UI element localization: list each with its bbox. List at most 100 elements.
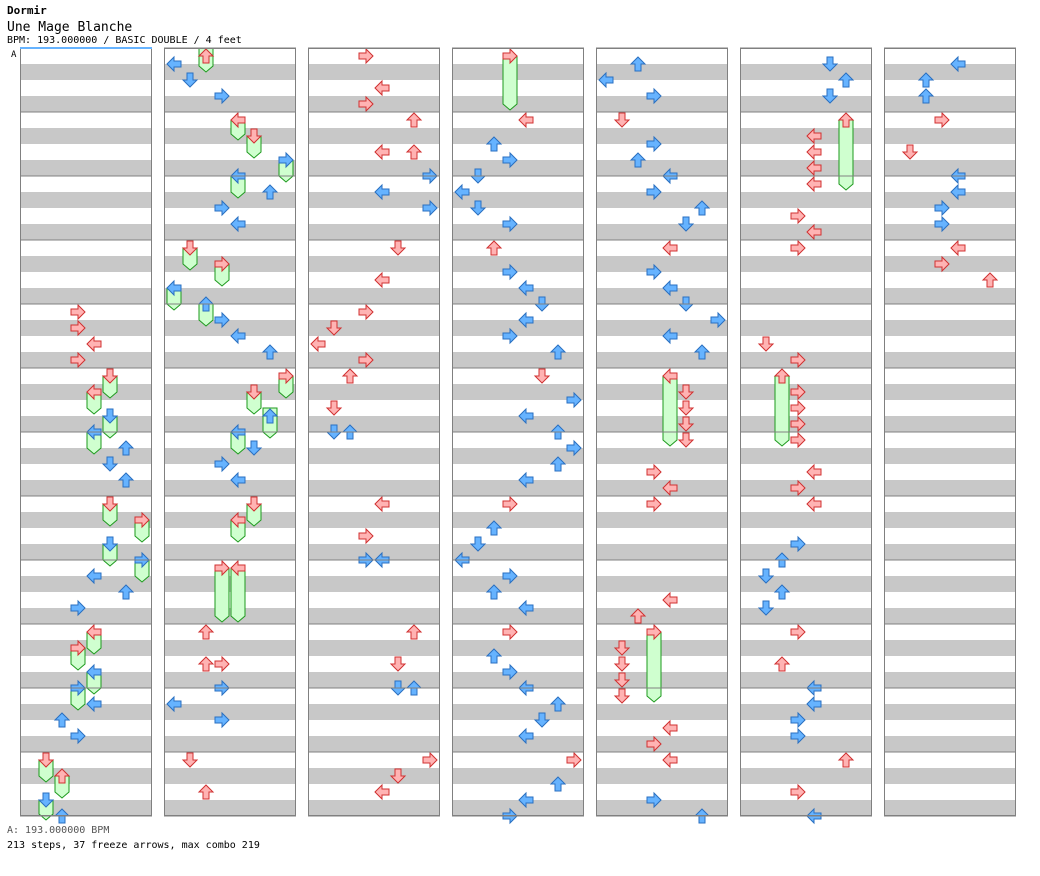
step-arrow xyxy=(214,87,230,105)
beat-stripe xyxy=(164,96,296,112)
beat-stripe xyxy=(452,192,584,208)
beat-stripe xyxy=(164,736,296,752)
beat-stripe xyxy=(884,448,1016,464)
beat-stripe xyxy=(452,224,584,240)
beat-stripe xyxy=(164,160,296,176)
step-arrow xyxy=(662,239,678,257)
beat-stripe xyxy=(308,512,440,528)
step-arrow xyxy=(549,344,567,360)
step-arrow xyxy=(485,584,503,600)
beat-stripe xyxy=(452,512,584,528)
step-arrow xyxy=(502,567,518,585)
beat-stripe xyxy=(596,320,728,336)
step-arrow xyxy=(197,48,215,64)
beat-stripe xyxy=(20,672,152,688)
beat-stripe xyxy=(596,416,728,432)
beat-stripe xyxy=(452,352,584,368)
step-arrow xyxy=(566,439,582,457)
beat-stripe xyxy=(596,576,728,592)
step-arrow xyxy=(374,495,390,513)
beat-stripe xyxy=(20,256,152,272)
step-arrow xyxy=(70,639,86,657)
step-arrow xyxy=(549,456,567,472)
beat-stripe xyxy=(596,672,728,688)
step-arrow xyxy=(214,255,230,273)
beat-stripe xyxy=(884,288,1016,304)
beat-stripe xyxy=(308,768,440,784)
step-arrow xyxy=(917,88,935,104)
beat-stripe xyxy=(308,224,440,240)
step-arrow xyxy=(389,768,407,784)
step-arrow xyxy=(181,240,199,256)
beat-stripe xyxy=(20,192,152,208)
beat-stripe xyxy=(452,96,584,112)
chart-column xyxy=(740,48,872,816)
step-arrow xyxy=(197,656,215,672)
step-arrow xyxy=(358,303,374,321)
beat-stripe xyxy=(740,416,872,432)
beat-stripe xyxy=(164,672,296,688)
beat-stripe xyxy=(884,96,1016,112)
beat-stripe xyxy=(596,640,728,656)
beat-stripe xyxy=(164,64,296,80)
step-arrow xyxy=(790,239,806,257)
step-arrow xyxy=(325,320,343,336)
step-arrow xyxy=(70,727,86,745)
step-arrow xyxy=(598,71,614,89)
beat-stripe xyxy=(740,768,872,784)
step-arrow xyxy=(773,656,791,672)
bpm-summary: A: 193.000000 BPM xyxy=(7,825,110,836)
step-arrow xyxy=(646,735,662,753)
step-arrow xyxy=(549,696,567,712)
step-arrow xyxy=(662,591,678,609)
step-arrow xyxy=(230,111,246,129)
beat-stripe xyxy=(20,448,152,464)
beat-stripe xyxy=(740,320,872,336)
step-arrow xyxy=(806,143,822,161)
step-arrow xyxy=(662,479,678,497)
step-arrow xyxy=(117,472,135,488)
step-arrow xyxy=(358,351,374,369)
step-arrow xyxy=(518,407,534,425)
beat-stripe xyxy=(740,576,872,592)
beat-stripe xyxy=(596,544,728,560)
beat-stripe xyxy=(308,576,440,592)
step-arrow xyxy=(214,455,230,473)
step-arrow xyxy=(261,344,279,360)
beat-stripe xyxy=(20,320,152,336)
step-arrow xyxy=(502,495,518,513)
step-arrow xyxy=(677,400,695,416)
beat-stripe xyxy=(452,256,584,272)
beat-stripe xyxy=(596,256,728,272)
step-arrow xyxy=(37,752,55,768)
song-artist: Dormir xyxy=(7,4,47,17)
bpm-change-marker: A xyxy=(11,50,17,60)
step-arrow xyxy=(485,240,503,256)
step-arrow xyxy=(837,72,855,88)
step-arrow xyxy=(197,624,215,640)
step-arrow xyxy=(310,335,326,353)
step-arrow xyxy=(53,768,71,784)
step-arrow xyxy=(677,432,695,448)
beat-stripe xyxy=(308,416,440,432)
beat-stripe xyxy=(740,96,872,112)
step-arrow xyxy=(662,327,678,345)
step-stats: 213 steps, 37 freeze arrows, max combo 2… xyxy=(7,840,260,851)
step-arrow xyxy=(502,263,518,281)
beat-stripe xyxy=(308,384,440,400)
beat-stripe xyxy=(884,704,1016,720)
beat-stripe xyxy=(740,256,872,272)
step-arrow xyxy=(358,95,374,113)
beat-stripe xyxy=(20,512,152,528)
beat-stripe xyxy=(164,352,296,368)
beat-stripe xyxy=(596,64,728,80)
freeze-arrow xyxy=(646,631,662,703)
step-arrow xyxy=(806,127,822,145)
beat-stripe xyxy=(164,512,296,528)
beat-stripe xyxy=(452,736,584,752)
beat-stripe xyxy=(452,576,584,592)
step-arrow xyxy=(214,711,230,729)
beat-stripe xyxy=(308,160,440,176)
beat-stripe xyxy=(884,608,1016,624)
beat-stripe xyxy=(20,736,152,752)
